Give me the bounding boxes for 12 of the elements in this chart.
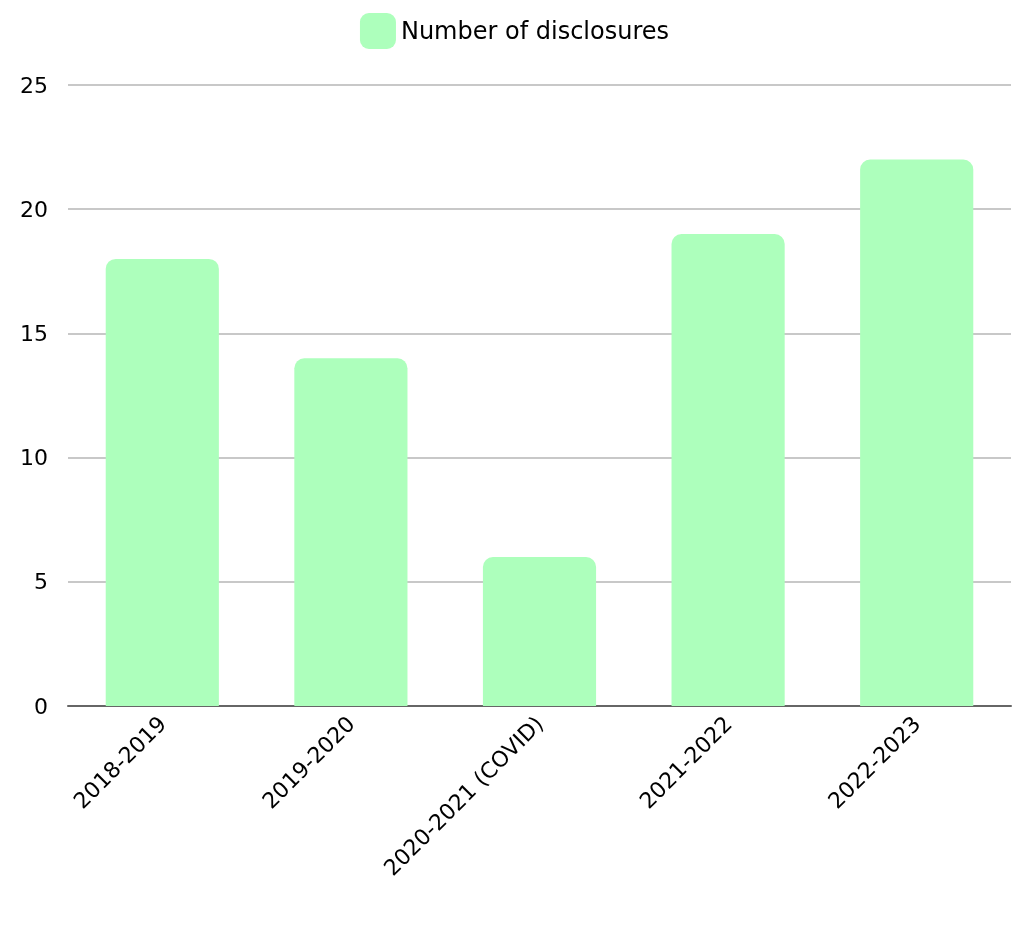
- y-tick-label: 5: [34, 569, 48, 595]
- y-tick-label: 15: [20, 320, 48, 346]
- bar: [482, 556, 597, 706]
- bar: [860, 159, 974, 706]
- legend-label: Number of disclosures: [400, 17, 670, 45]
- bar: [105, 258, 219, 706]
- y-tick-label: 25: [20, 72, 48, 98]
- bar: [671, 234, 785, 706]
- y-tick-label: 20: [20, 196, 48, 222]
- y-tick-label: 0: [34, 693, 48, 719]
- bar: [294, 358, 408, 706]
- y-tick-label: 10: [20, 445, 48, 471]
